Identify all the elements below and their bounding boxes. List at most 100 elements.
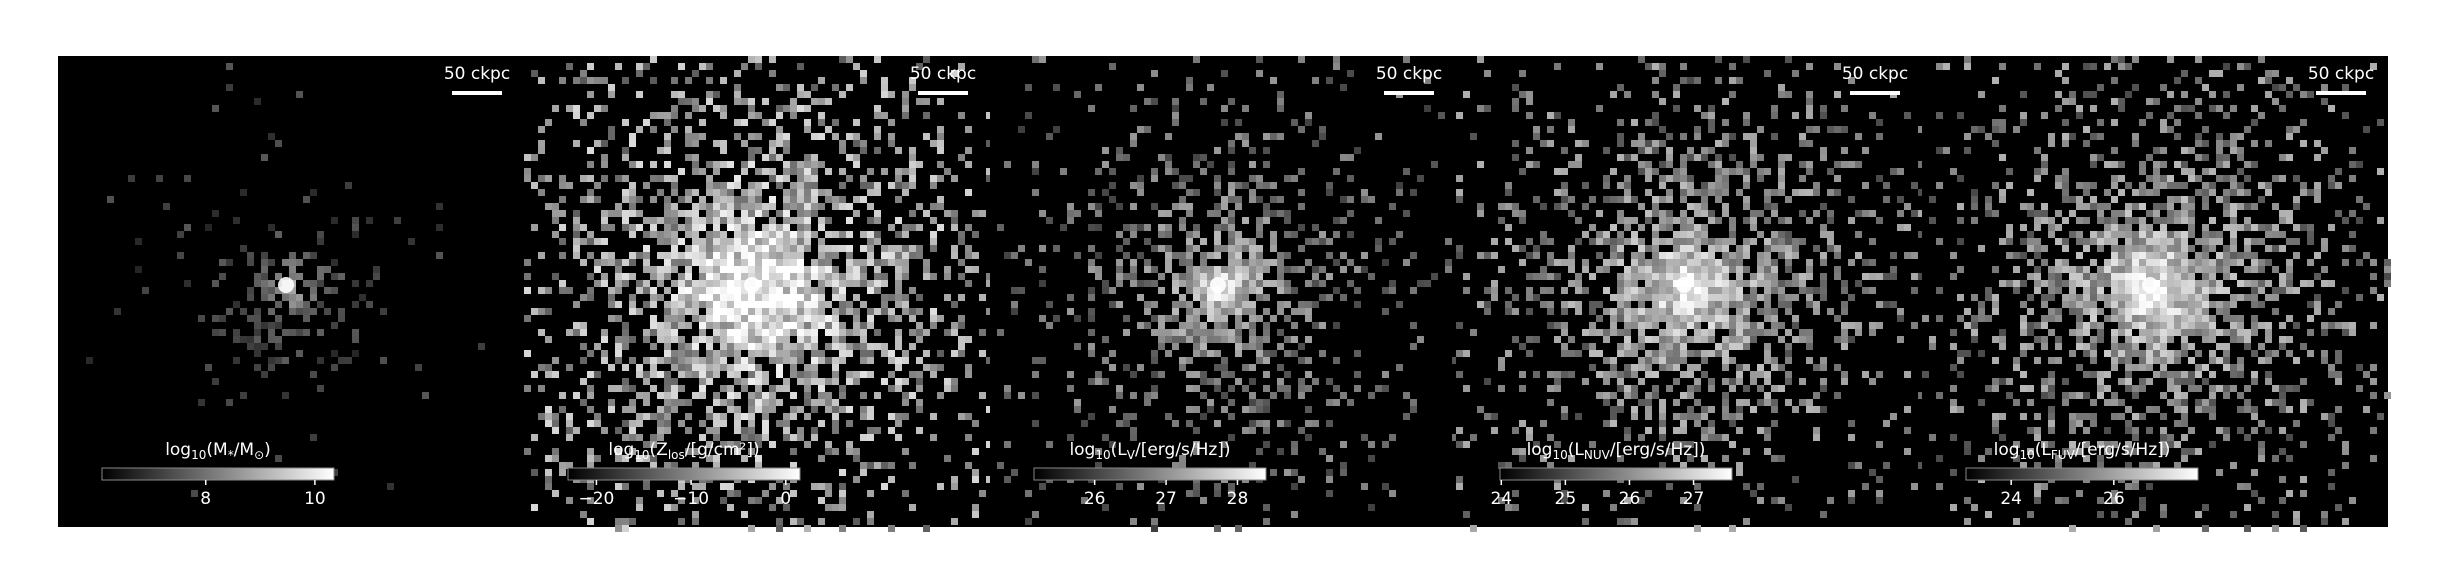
pixel (2097, 322, 2104, 329)
pixel (2132, 266, 2139, 273)
pixel (2153, 371, 2160, 378)
pixel (1876, 119, 1883, 126)
pixel (755, 343, 762, 350)
pixel (1638, 336, 1645, 343)
pixel (622, 189, 629, 196)
pixel (1603, 378, 1610, 385)
pixel (1228, 259, 1235, 266)
pixel (1743, 280, 1750, 287)
pixel (1708, 126, 1715, 133)
pixel (643, 287, 650, 294)
pixel (1291, 175, 1298, 182)
pixel (853, 308, 860, 315)
label-part: log (608, 440, 634, 460)
pixel (1172, 308, 1179, 315)
pixel (1694, 350, 1701, 357)
pixel (1228, 287, 1235, 294)
pixel (762, 273, 769, 280)
pixel (776, 350, 783, 357)
pixel (2195, 511, 2202, 518)
pixel (797, 210, 804, 217)
pixel (664, 140, 671, 147)
pixel (2090, 350, 2097, 357)
pixel (1715, 238, 1722, 245)
pixel (2104, 266, 2111, 273)
pixel (2083, 217, 2090, 224)
pixel (1680, 427, 1687, 434)
pixel (1603, 182, 1610, 189)
pixel (685, 357, 692, 364)
pixel (699, 315, 706, 322)
pixel (2090, 273, 2097, 280)
pixel (2160, 322, 2167, 329)
pixel (1053, 315, 1060, 322)
pixel (1018, 392, 1025, 399)
pixel (2097, 217, 2104, 224)
pixel (1771, 455, 1778, 462)
pixel (2146, 245, 2153, 252)
pixel (2174, 133, 2181, 140)
pixel (720, 161, 727, 168)
pixel (1971, 315, 1978, 322)
pixel (1463, 385, 1470, 392)
pixel (1263, 518, 1270, 525)
pixel (2076, 203, 2083, 210)
pixel (727, 252, 734, 259)
pixel (636, 420, 643, 427)
pixel (909, 182, 916, 189)
pixel (1568, 245, 1575, 252)
pixel (699, 385, 706, 392)
pixel (888, 427, 895, 434)
pixel (664, 427, 671, 434)
pixel (776, 357, 783, 364)
pixel (1992, 77, 1999, 84)
pixel (909, 392, 916, 399)
pixel (1298, 301, 1305, 308)
pixel (706, 91, 713, 98)
pixel (727, 259, 734, 266)
pixel (2069, 196, 2076, 203)
pixel (713, 329, 720, 336)
pixel (2118, 308, 2125, 315)
pixel (587, 294, 594, 301)
pixel (1750, 147, 1757, 154)
pixel (2188, 343, 2195, 350)
pixel (1757, 273, 1764, 280)
pixel (1249, 266, 1256, 273)
pixel (2174, 294, 2181, 301)
pixel (226, 63, 233, 70)
pixel (818, 238, 825, 245)
pixel (1561, 196, 1568, 203)
pixel (1666, 161, 1673, 168)
pixel (762, 280, 769, 287)
pixel (2118, 259, 2125, 266)
pixel (559, 196, 566, 203)
pixel (657, 392, 664, 399)
pixel (1694, 259, 1701, 266)
pixel (2160, 161, 2167, 168)
pixel (1985, 448, 1992, 455)
pixel (1694, 385, 1701, 392)
pixel (1298, 203, 1305, 210)
pixel (2209, 273, 2216, 280)
pixel (1172, 287, 1179, 294)
pixel (2153, 315, 2160, 322)
pixel (860, 462, 867, 469)
pixel (1263, 420, 1270, 427)
pixel (345, 357, 352, 364)
pixel (972, 420, 979, 427)
pixel (1757, 280, 1764, 287)
pixel (748, 420, 755, 427)
pixel (1382, 483, 1389, 490)
pixel (776, 315, 783, 322)
pixel (1193, 385, 1200, 392)
pixel (1228, 189, 1235, 196)
pixel (825, 126, 832, 133)
pixel (2146, 266, 2153, 273)
pixel (1722, 455, 1729, 462)
pixel (685, 189, 692, 196)
pixel (944, 455, 951, 462)
pixel (1011, 287, 1018, 294)
pixel (867, 413, 874, 420)
